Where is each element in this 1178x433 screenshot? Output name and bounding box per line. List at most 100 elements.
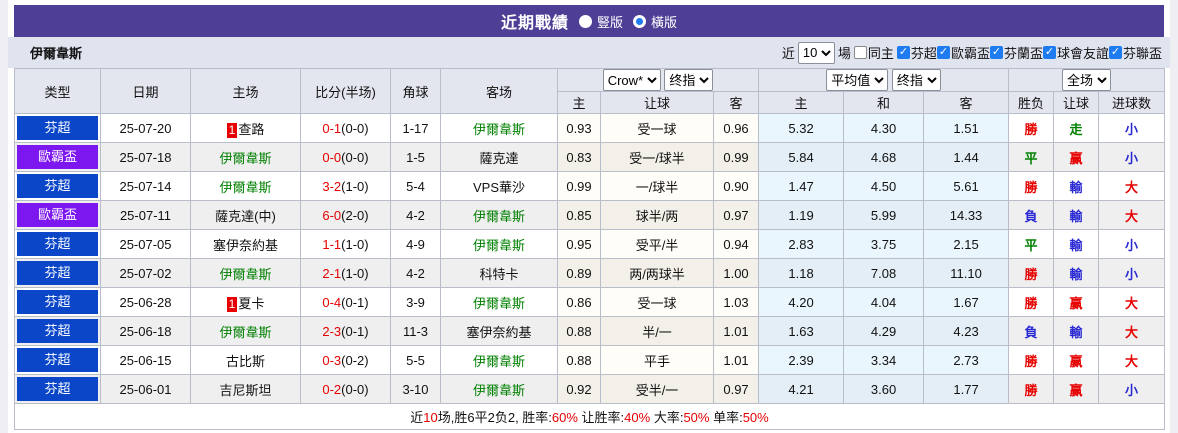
cell-crow-home-odds: 0.88	[557, 316, 601, 346]
league-filter-芬蘭盃[interactable]: ✓ 芬蘭盃	[989, 43, 1043, 62]
same-home-filter[interactable]: 同主	[853, 43, 894, 62]
halftime-score: (0-2)	[341, 352, 369, 368]
cell-result-goals: 小	[1098, 258, 1166, 288]
cell-home-team: 1 查路	[190, 113, 301, 143]
cell-result-wdl: 勝	[1008, 287, 1055, 317]
games-count-select[interactable]: 10	[797, 41, 835, 64]
league-badge: 芬超	[17, 174, 98, 198]
result-value: 小	[1125, 150, 1139, 166]
checkbox-icon[interactable]: ✓	[896, 46, 910, 59]
result-value: 大	[1125, 353, 1139, 369]
team-name: 伊爾韋斯	[30, 46, 83, 61]
cell-home-team: 吉尼斯坦	[190, 374, 301, 404]
cell-corner: 5-5	[390, 345, 441, 375]
cell-home-team: 古比斯	[190, 345, 301, 375]
radio-vertical-layout[interactable]: 豎版	[578, 12, 623, 31]
table-row: 芬超 25-06-15 古比斯 0-3(0-2) 5-5 伊爾韋斯 0.88 平手 1.01 2.…	[14, 345, 1166, 375]
cell-crow-away-odds: 1.01	[712, 316, 760, 346]
cell-crow-away-odds: 0.90	[712, 171, 760, 201]
crow-odds-type-select[interactable]: 终指	[664, 69, 714, 91]
cell-crow-handicap: 受一球	[600, 287, 714, 317]
page-title: 近期戰績	[500, 15, 569, 32]
cell-home-team: 伊爾韋斯	[190, 258, 301, 288]
league-filter-label: 芬超	[910, 46, 937, 61]
cell-avg-draw-odds: 4.29	[843, 316, 925, 346]
cell-date: 25-06-18	[100, 316, 191, 346]
league-filter-歐霸盃[interactable]: ✓ 歐霸盃	[936, 43, 990, 62]
result-value: 平	[1024, 237, 1038, 253]
result-value: 負	[1024, 208, 1038, 224]
league-badge: 芬超	[17, 116, 98, 140]
scope-select[interactable]: 全场	[1062, 69, 1112, 91]
result-value: 大	[1125, 295, 1139, 311]
cell-result-wdl: 平	[1008, 229, 1055, 259]
away-team-name: 薩克達	[479, 150, 519, 166]
result-value: 赢	[1069, 295, 1083, 311]
cell-score: 2-1(1-0)	[300, 258, 391, 288]
home-team-name: 查路	[238, 121, 265, 137]
cell-avg-away-odds: 1.44	[923, 142, 1010, 172]
bookmaker-select[interactable]: Crow*	[602, 69, 661, 91]
checkbox-icon[interactable]	[853, 46, 867, 59]
cell-result-handicap: 輸	[1053, 171, 1100, 201]
cell-away-team: 伊爾韋斯	[440, 113, 558, 143]
checkbox-icon[interactable]: ✓	[936, 46, 950, 59]
league-filter-label: 球會友誼	[1056, 46, 1109, 61]
league-filter-球會友誼[interactable]: ✓ 球會友誼	[1042, 43, 1109, 62]
radio-button-icon[interactable]	[633, 14, 646, 28]
cell-avg-away-odds: 4.23	[923, 316, 1010, 346]
cell-avg-draw-odds: 3.60	[843, 374, 925, 404]
away-team-name: 科特卡	[479, 266, 519, 282]
cell-result-goals: 大	[1098, 171, 1166, 201]
cell-away-team: 薩克達	[440, 142, 558, 172]
result-value: 勝	[1024, 266, 1038, 282]
checkbox-icon[interactable]: ✓	[1108, 46, 1122, 59]
cell-score: 2-3(0-1)	[300, 316, 391, 346]
avg-odds-type-select[interactable]: 终指	[891, 69, 941, 91]
cell-away-team: 伊爾韋斯	[440, 345, 558, 375]
result-value: 輸	[1069, 324, 1083, 340]
cell-avg-away-odds: 5.61	[923, 171, 1010, 201]
result-value: 小	[1125, 382, 1139, 398]
result-value: 輸	[1069, 266, 1083, 282]
col-header-crow-away: 客	[712, 91, 760, 114]
cell-corner: 4-2	[390, 200, 441, 230]
cell-date: 25-07-14	[100, 171, 191, 201]
radio-horizontal-layout[interactable]: 橫版	[633, 12, 677, 31]
cell-home-team: 1 夏卡	[190, 287, 301, 317]
cell-corner: 1-17	[390, 113, 441, 143]
table-row: 芬超 25-07-02 伊爾韋斯 2-1(1-0) 4-2 科特卡 0.89 两/两球半 1.0…	[14, 258, 1166, 288]
cell-avg-away-odds: 14.33	[923, 200, 1010, 230]
league-filter-芬超[interactable]: ✓ 芬超	[896, 43, 937, 62]
radio-button-icon[interactable]	[578, 14, 592, 28]
result-value: 赢	[1069, 353, 1083, 369]
halftime-score: (0-1)	[341, 294, 369, 310]
cell-crow-handicap: 平手	[600, 345, 714, 375]
cell-crow-home-odds: 0.95	[557, 229, 601, 259]
crow-section-header: Crow* 终指	[556, 68, 760, 92]
home-team-name: 塞伊奈約基	[212, 237, 278, 253]
recent-matches-table: 类型 日期 主场 比分(半场) 角球 客场 Crow* 终指 平均值 终指 全场	[13, 68, 1166, 430]
filter-bar: 伊爾韋斯 近 10 場 同主 ✓ 芬超 ✓ 歐霸盃 ✓ 芬蘭盃 ✓ 球會友誼 ✓ 芬聯盃	[8, 37, 1170, 68]
cell-result-handicap: 赢	[1053, 345, 1100, 375]
result-value: 赢	[1069, 382, 1083, 398]
col-header-avg-draw: 和	[843, 91, 925, 114]
cell-avg-draw-odds: 4.68	[843, 142, 925, 172]
checkbox-icon[interactable]: ✓	[989, 46, 1003, 59]
cell-home-team: 伊爾韋斯	[190, 316, 301, 346]
cell-avg-home-odds: 2.39	[758, 345, 845, 375]
page: 近期戰績 豎版 橫版 伊爾韋斯 近 10 場 同主 ✓ 芬超 ✓ 歐霸盃 ✓ 芬蘭盃 ✓ 球會…	[8, 0, 1170, 433]
col-header-goals-result: 进球数	[1098, 91, 1166, 114]
result-value: 小	[1125, 266, 1139, 282]
average-select[interactable]: 平均值	[826, 69, 889, 91]
cell-crow-handicap: 受一球	[600, 113, 714, 143]
checkbox-icon[interactable]: ✓	[1042, 46, 1056, 59]
cell-avg-home-odds: 5.32	[758, 113, 845, 143]
cell-avg-draw-odds: 4.04	[843, 287, 925, 317]
cell-date: 25-06-01	[100, 374, 191, 404]
table-row: 芬超 25-07-14 伊爾韋斯 3-2(1-0) 5-4 VPS華沙 0.99 一/球半 0.…	[14, 171, 1166, 201]
league-filter-芬聯盃[interactable]: ✓ 芬聯盃	[1108, 43, 1162, 62]
fulltime-score: 6-0	[322, 207, 342, 223]
league-badge: 芬超	[17, 290, 98, 314]
cell-league: 芬超	[14, 258, 101, 288]
